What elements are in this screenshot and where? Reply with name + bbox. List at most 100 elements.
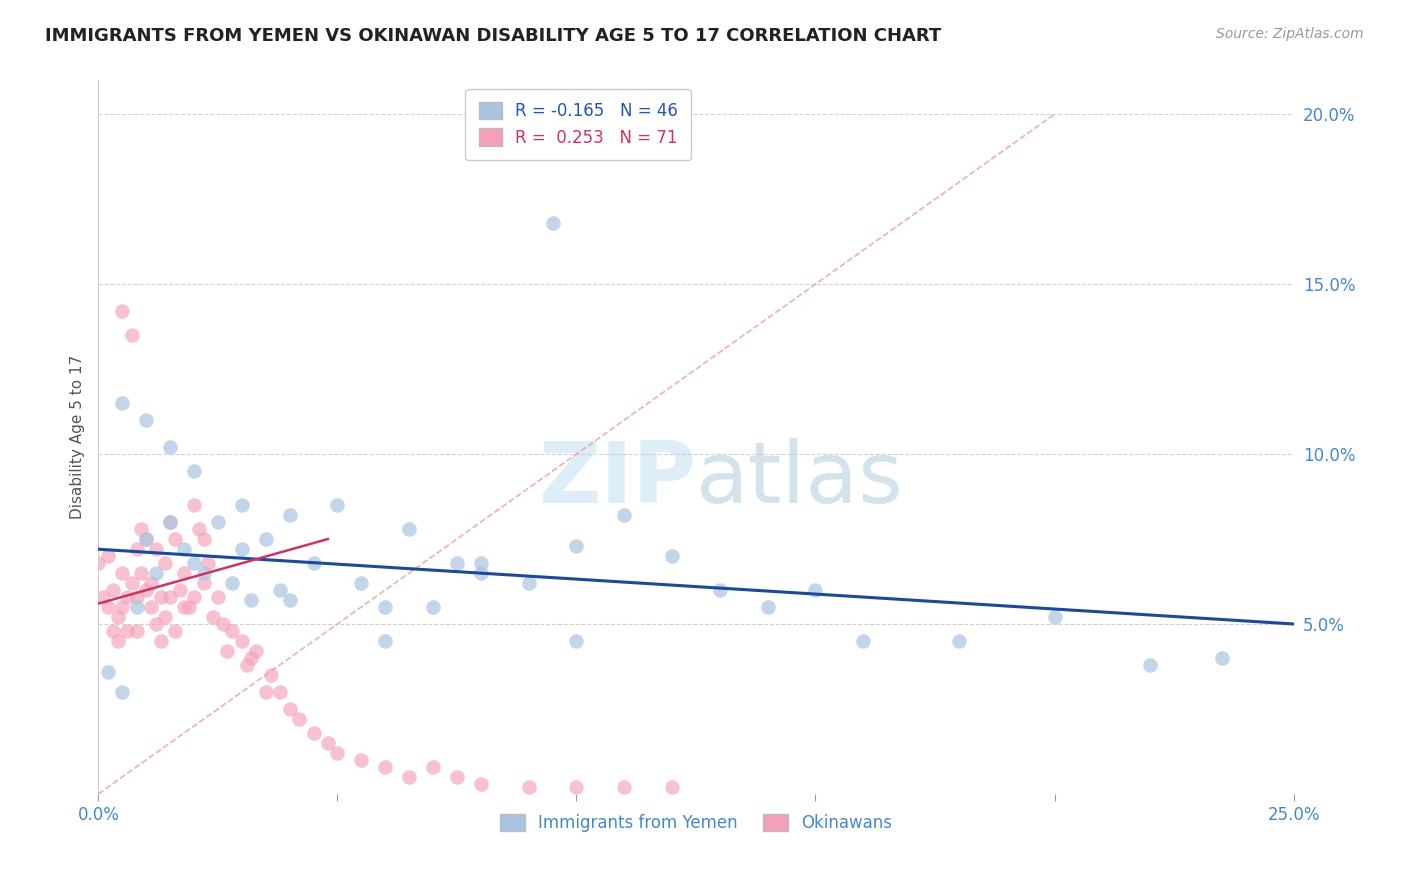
Point xyxy=(470,566,492,580)
Point xyxy=(240,593,263,607)
Point xyxy=(446,556,468,570)
Point xyxy=(125,590,148,604)
Point xyxy=(135,532,157,546)
Point xyxy=(350,753,373,767)
Legend: Immigrants from Yemen, Okinawans: Immigrants from Yemen, Okinawans xyxy=(494,807,898,839)
Point xyxy=(111,599,134,614)
Point xyxy=(852,634,875,648)
Point xyxy=(398,522,420,536)
Point xyxy=(613,508,636,523)
Point xyxy=(709,582,731,597)
Point xyxy=(159,590,181,604)
Point xyxy=(131,522,153,536)
Point xyxy=(131,566,153,580)
Point xyxy=(163,532,186,546)
Point xyxy=(125,542,148,557)
Point xyxy=(149,590,172,604)
Point xyxy=(173,566,195,580)
Point xyxy=(187,522,209,536)
Text: Source: ZipAtlas.com: Source: ZipAtlas.com xyxy=(1216,27,1364,41)
Point xyxy=(101,582,124,597)
Point xyxy=(221,576,243,591)
Point xyxy=(145,617,167,632)
Point xyxy=(135,413,157,427)
Point xyxy=(183,498,205,512)
Point xyxy=(278,593,301,607)
Point xyxy=(541,216,564,230)
Point xyxy=(231,542,253,557)
Point xyxy=(661,780,683,794)
Point xyxy=(245,644,267,658)
Point xyxy=(121,576,143,591)
Point xyxy=(217,644,239,658)
Point xyxy=(446,770,468,784)
Point xyxy=(374,599,396,614)
Point xyxy=(193,566,215,580)
Point xyxy=(211,617,233,632)
Point xyxy=(207,590,229,604)
Point xyxy=(163,624,186,638)
Point xyxy=(107,634,129,648)
Point xyxy=(350,576,373,591)
Point xyxy=(169,582,191,597)
Text: atlas: atlas xyxy=(696,438,904,522)
Point xyxy=(517,576,540,591)
Point xyxy=(326,746,349,760)
Point xyxy=(101,624,124,638)
Point xyxy=(231,634,253,648)
Point xyxy=(111,685,134,699)
Point xyxy=(422,760,444,774)
Point xyxy=(159,515,181,529)
Point xyxy=(221,624,243,638)
Point xyxy=(173,542,195,557)
Point xyxy=(288,712,311,726)
Point xyxy=(565,539,588,553)
Point xyxy=(207,515,229,529)
Point xyxy=(470,777,492,791)
Point xyxy=(111,304,134,318)
Point xyxy=(91,590,114,604)
Point xyxy=(173,599,195,614)
Point xyxy=(422,599,444,614)
Point xyxy=(111,396,134,410)
Point xyxy=(948,634,970,648)
Point xyxy=(139,599,162,614)
Point xyxy=(661,549,683,563)
Point xyxy=(254,532,277,546)
Point xyxy=(1211,651,1233,665)
Point xyxy=(183,590,205,604)
Point xyxy=(470,556,492,570)
Point xyxy=(121,328,143,343)
Point xyxy=(756,599,779,614)
Point xyxy=(155,556,177,570)
Point xyxy=(97,665,120,679)
Point xyxy=(145,566,167,580)
Point xyxy=(87,556,110,570)
Point xyxy=(240,651,263,665)
Point xyxy=(278,702,301,716)
Text: IMMIGRANTS FROM YEMEN VS OKINAWAN DISABILITY AGE 5 TO 17 CORRELATION CHART: IMMIGRANTS FROM YEMEN VS OKINAWAN DISABI… xyxy=(45,27,941,45)
Point xyxy=(183,556,205,570)
Point xyxy=(155,610,177,624)
Point xyxy=(565,780,588,794)
Point xyxy=(1043,610,1066,624)
Point xyxy=(1139,657,1161,672)
Point xyxy=(97,549,120,563)
Point xyxy=(316,736,339,750)
Point xyxy=(183,464,205,478)
Point xyxy=(139,576,162,591)
Point xyxy=(193,576,215,591)
Point xyxy=(517,780,540,794)
Point xyxy=(374,760,396,774)
Point xyxy=(269,685,291,699)
Point xyxy=(302,725,325,739)
Point xyxy=(115,590,138,604)
Point xyxy=(235,657,257,672)
Point xyxy=(374,634,396,648)
Point xyxy=(254,685,277,699)
Point xyxy=(398,770,420,784)
Point xyxy=(202,610,225,624)
Point xyxy=(125,599,148,614)
Point xyxy=(302,556,325,570)
Point xyxy=(231,498,253,512)
